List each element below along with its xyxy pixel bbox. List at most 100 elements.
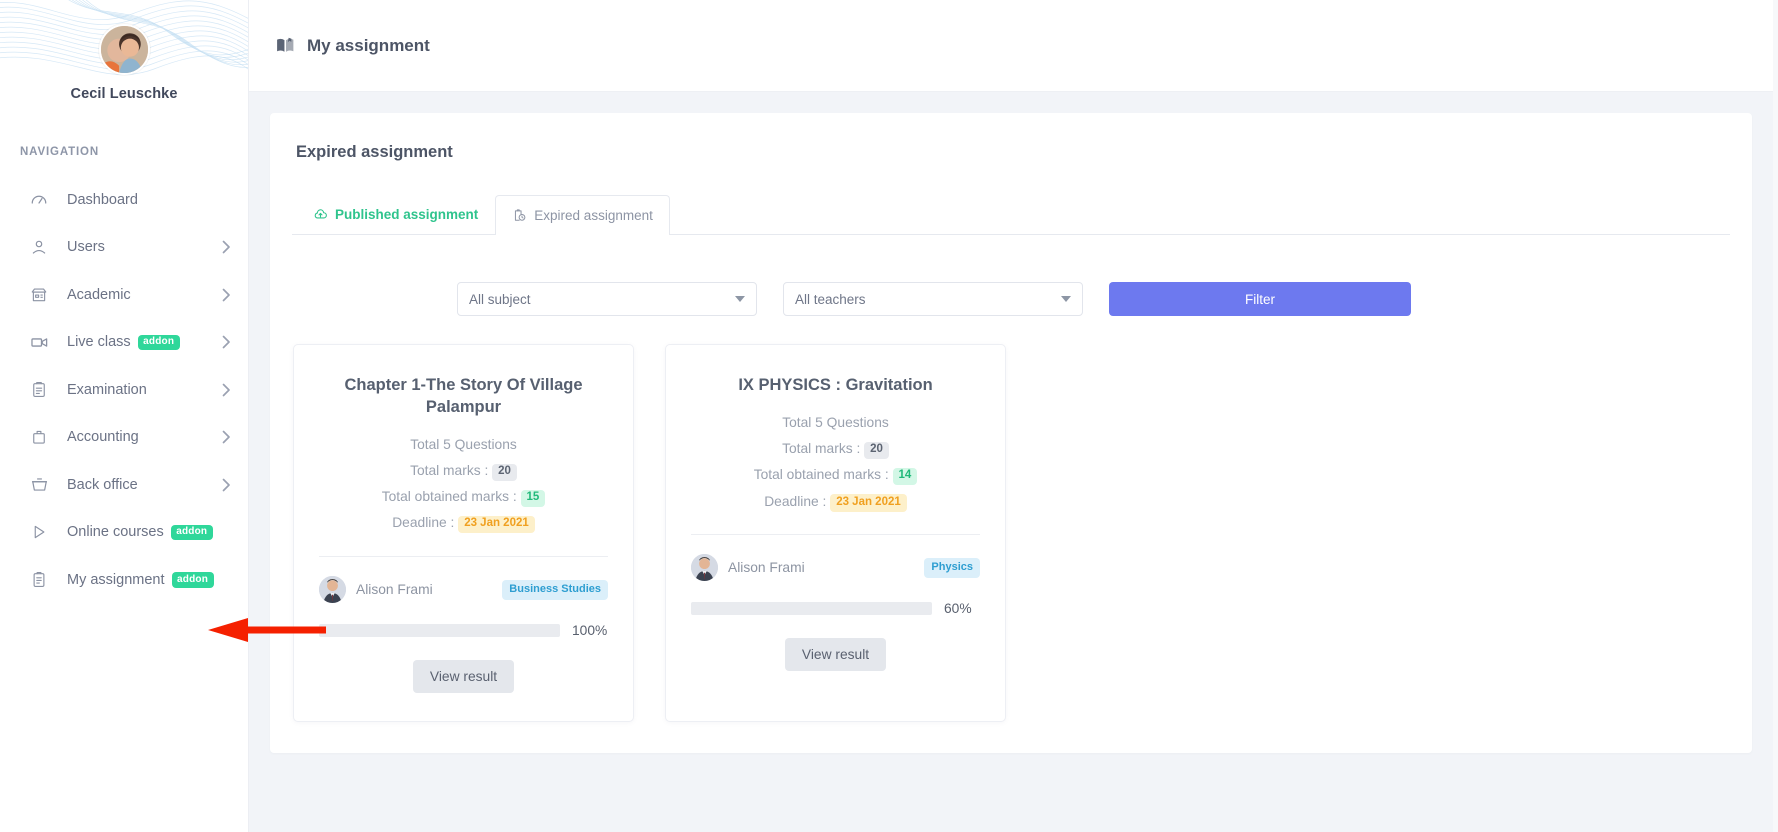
briefcase-icon xyxy=(28,426,50,448)
bank-icon xyxy=(28,284,50,306)
sidebar-item-users[interactable]: Users xyxy=(0,224,248,272)
expired-assignment-panel: Expired assignment Published assignment xyxy=(270,113,1752,753)
sidebar-item-label: Academic xyxy=(67,286,131,303)
sidebar-item-online-courses[interactable]: Online courses addon xyxy=(0,509,248,557)
sidebar-item-label: Dashboard xyxy=(67,191,138,208)
basket-icon xyxy=(28,474,50,496)
main-content: My assignment Expired assignment Publish… xyxy=(249,0,1778,832)
deadline-row: Deadline : 23 Jan 2021 xyxy=(319,513,608,534)
obtained-marks-label: Total obtained marks : xyxy=(753,467,893,483)
clipboard-list-icon xyxy=(28,379,50,401)
video-icon xyxy=(28,331,50,353)
deadline-badge: 23 Jan 2021 xyxy=(830,494,907,512)
sidebar-item-label: Users xyxy=(67,239,105,256)
filter-row: All subject All teachers Filter xyxy=(292,282,1730,316)
teacher-row: Alison Frami Business Studies xyxy=(319,576,608,604)
assignment-tabs: Published assignment Expired assignment xyxy=(292,195,1730,235)
progress-label: 100% xyxy=(572,623,608,639)
progress-bar xyxy=(319,624,560,638)
sidebar-item-label: Accounting xyxy=(67,429,139,446)
sidebar-item-label: Online courses xyxy=(67,524,164,541)
sidebar-item-label: My assignment xyxy=(67,571,165,588)
sidebar-item-back-office[interactable]: Back office xyxy=(0,461,248,509)
assignment-card-list: Chapter 1-The Story Of Village Palampur … xyxy=(292,344,1730,723)
teacher-select-value: All teachers xyxy=(795,291,866,307)
subject-select[interactable]: All subject xyxy=(457,282,757,316)
divider xyxy=(691,534,980,536)
chevron-right-icon[interactable] xyxy=(222,383,231,397)
teacher-name: Alison Frami xyxy=(356,582,433,598)
sidebar-item-label: Examination xyxy=(67,381,147,398)
progress-row: 60% xyxy=(691,601,980,616)
total-marks-badge: 20 xyxy=(864,441,889,460)
divider xyxy=(319,556,608,558)
total-questions: Total 5 Questions xyxy=(410,436,517,452)
chevron-right-icon[interactable] xyxy=(222,240,231,254)
teacher-row: Alison Frami Physics xyxy=(691,554,980,582)
teacher-photo-icon xyxy=(691,554,718,582)
progress-bar xyxy=(691,602,932,616)
assignment-title: Chapter 1-The Story Of Village Palampur xyxy=(344,376,583,416)
deadline-label: Deadline : xyxy=(764,493,831,509)
sidebar-item-dashboard[interactable]: Dashboard xyxy=(0,176,248,224)
chevron-down-icon[interactable] xyxy=(1061,296,1071,302)
view-result-button[interactable]: View result xyxy=(784,638,887,672)
view-result-button[interactable]: View result xyxy=(412,660,515,694)
chevron-right-icon[interactable] xyxy=(222,288,231,302)
tab-published-assignment[interactable]: Published assignment xyxy=(296,194,495,234)
deadline-label: Deadline : xyxy=(392,515,459,531)
clipboard-icon xyxy=(28,569,50,591)
page-title: My assignment xyxy=(307,35,430,55)
subject-badge: Physics xyxy=(924,557,980,578)
teacher-avatar xyxy=(319,576,346,604)
obtained-marks-row: Total obtained marks : 14 xyxy=(691,465,980,486)
sidebar-item-live-class[interactable]: Live class addon xyxy=(0,319,248,367)
open-book-icon xyxy=(275,35,296,56)
teacher-name: Alison Frami xyxy=(728,560,805,576)
cloud-upload-icon xyxy=(313,207,328,222)
total-marks-label: Total marks : xyxy=(410,463,493,479)
sidebar-item-label: Back office xyxy=(67,476,138,493)
teacher-photo-icon xyxy=(319,576,346,604)
chevron-right-icon[interactable] xyxy=(222,430,231,444)
subject-badge: Business Studies xyxy=(502,579,608,600)
obtained-marks-row: Total obtained marks : 15 xyxy=(319,487,608,508)
sidebar-item-label: Live class xyxy=(67,334,131,351)
sidebar-item-my-assignment[interactable]: My assignment addon xyxy=(0,556,248,604)
sidebar-nav: Dashboard Users xyxy=(0,176,248,604)
avatar[interactable] xyxy=(98,24,150,75)
teacher-select[interactable]: All teachers xyxy=(783,282,1083,316)
sidebar-item-accounting[interactable]: Accounting xyxy=(0,414,248,462)
nav-section-title: NAVIGATION xyxy=(20,146,99,158)
scrollbar-track[interactable] xyxy=(1773,0,1778,832)
page-header: My assignment xyxy=(249,0,1778,92)
play-icon xyxy=(28,521,50,543)
addon-badge: addon xyxy=(171,572,214,588)
tab-label: Expired assignment xyxy=(534,208,653,223)
tab-label: Published assignment xyxy=(335,207,479,222)
gauge-icon xyxy=(28,189,50,211)
sidebar-item-examination[interactable]: Examination xyxy=(0,366,248,414)
sidebar: Cecil Leuschke NAVIGATION Dashboard xyxy=(0,0,249,832)
total-marks-row: Total marks : 20 xyxy=(319,461,608,482)
progress-row: 100% xyxy=(319,623,608,638)
progress-label: 60% xyxy=(944,601,972,617)
chevron-right-icon[interactable] xyxy=(222,335,231,349)
panel-title: Expired assignment xyxy=(296,143,453,161)
chevron-right-icon[interactable] xyxy=(222,478,231,492)
addon-badge: addon xyxy=(137,334,180,350)
addon-badge: addon xyxy=(170,524,213,540)
profile-name: Cecil Leuschke xyxy=(70,86,178,102)
chevron-down-icon[interactable] xyxy=(735,296,745,302)
total-marks-row: Total marks : 20 xyxy=(691,439,980,460)
tab-expired-assignment[interactable]: Expired assignment xyxy=(495,195,670,235)
assignment-card: IX PHYSICS : Gravitation Total 5 Questio… xyxy=(665,344,1006,723)
sidebar-item-academic[interactable]: Academic xyxy=(0,271,248,319)
assignment-card: Chapter 1-The Story Of Village Palampur … xyxy=(293,344,634,723)
sidebar-profile[interactable]: Cecil Leuschke xyxy=(0,0,248,102)
obtained-marks-badge: 15 xyxy=(520,489,546,508)
deadline-badge: 23 Jan 2021 xyxy=(458,515,535,534)
clipboard-clock-icon xyxy=(512,208,527,223)
filter-button[interactable]: Filter xyxy=(1109,282,1411,316)
